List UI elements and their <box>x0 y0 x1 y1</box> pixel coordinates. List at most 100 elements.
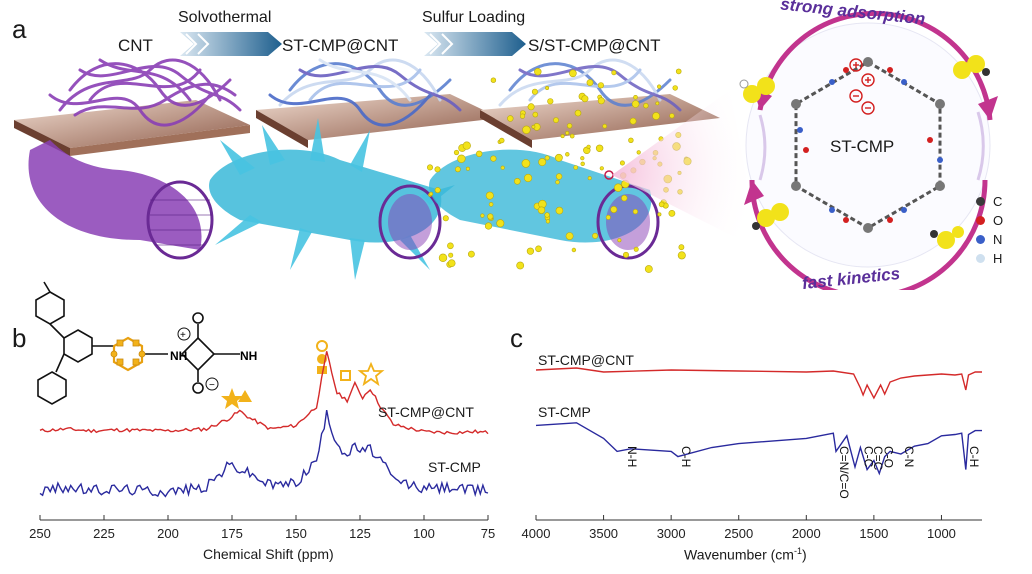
ftir-tick-label: 3000 <box>657 526 686 541</box>
sulfur-particle <box>534 67 542 76</box>
arrow-label-sulfur-loading: Sulfur Loading <box>422 9 526 26</box>
ftir-band-label: C-H <box>679 446 693 467</box>
ftir-tick-label: 2500 <box>724 526 753 541</box>
ftir-band-label: C=C <box>871 446 885 471</box>
sulfur-particle <box>448 252 454 258</box>
sulfur-particle <box>538 158 547 167</box>
ftir-tick-label: 4000 <box>522 526 551 541</box>
sulfur-particle <box>580 156 585 161</box>
stage-label-cnt: CNT <box>118 36 153 55</box>
nmr-tick-label: 75 <box>481 526 495 541</box>
sulfur-particle <box>621 194 628 202</box>
sulfur-particle <box>553 117 559 123</box>
stage-label-st-cmp-cnt: ST-CMP@CNT <box>282 36 399 55</box>
sulfur-particle <box>677 251 686 260</box>
sulfur-particle <box>611 70 617 76</box>
sulfur-particle <box>544 155 550 161</box>
sulfur-particle <box>531 88 538 95</box>
sulfur-particle <box>565 131 570 136</box>
sulfur-particle <box>537 206 546 214</box>
sulfur-particle <box>523 173 533 183</box>
sulfur-particle <box>669 113 675 119</box>
sulfur-particle <box>644 265 653 273</box>
sulfur-particle <box>628 137 634 144</box>
atom-legend-item-h: H <box>976 249 1020 268</box>
sulfur-particle <box>675 68 682 75</box>
cnt-illustration <box>14 58 250 260</box>
sulfur-particle <box>622 251 629 258</box>
ftir-band-label: C-H <box>967 446 981 467</box>
st-cmp-cnt-illustration <box>209 58 500 280</box>
sulfur-particle <box>586 79 594 86</box>
sulfur-particle <box>597 97 605 105</box>
atom-legend-label-c: C <box>993 194 1003 209</box>
sulfur-particle <box>592 232 599 239</box>
nmr-x-axis-title: Chemical Shift (ppm) <box>203 546 334 562</box>
sulfur-particle <box>488 202 494 207</box>
atom-legend-item-o: O <box>976 211 1020 230</box>
process-arrow-2 <box>424 32 526 56</box>
st-cmp-ring <box>739 10 998 290</box>
ftir-x-axis-title-sup: -1 <box>793 546 802 556</box>
nmr-tick-label: 175 <box>221 526 243 541</box>
sulfur-particle <box>500 165 505 170</box>
sulfur-particle <box>599 166 604 171</box>
stage-label-s-st-cmp-cnt: S/ST-CMP@CNT <box>528 36 661 55</box>
sulfur-particle <box>496 219 505 228</box>
ftir-tick-label: 3500 <box>589 526 618 541</box>
sulfur-particle <box>442 215 449 222</box>
nmr-tick-label: 100 <box>413 526 435 541</box>
zoom-cone <box>612 90 760 250</box>
sulfur-particle <box>636 150 641 155</box>
atom-legend: C O N H <box>976 192 1020 268</box>
sulfur-particle <box>602 123 608 129</box>
atom-swatch-o <box>976 216 985 225</box>
sulfur-particle <box>438 253 448 262</box>
s-st-cmp-cnt-illustration <box>426 58 720 273</box>
sulfur-particle <box>613 183 623 192</box>
sulfur-particle <box>632 209 639 215</box>
sulfur-particle <box>545 86 550 91</box>
sulfur-particle <box>457 154 466 164</box>
ftir-band-label: C-O <box>882 446 896 468</box>
ftir-series-line <box>535 367 982 400</box>
ftir-band-label: C-C <box>861 446 875 468</box>
arrow-label-solvothermal: Solvothermal <box>178 9 272 26</box>
sulfur-particle <box>571 247 577 253</box>
sulfur-particle <box>462 141 471 150</box>
panel-a-illustration <box>14 10 998 290</box>
ftir-band-label: N-H <box>625 446 639 467</box>
atom-legend-item-c: C <box>976 192 1020 211</box>
sulfur-particle <box>485 191 494 200</box>
ftir-tick-label: 1000 <box>927 526 956 541</box>
atom-legend-item-n: N <box>976 230 1020 249</box>
process-arrow-1 <box>180 32 282 56</box>
sulfur-particle <box>532 111 539 118</box>
sulfur-particle <box>484 222 493 230</box>
sulfur-particle <box>657 212 662 217</box>
sulfur-particle <box>521 159 531 168</box>
sulfur-particle <box>573 165 579 170</box>
atom-legend-label-h: H <box>993 251 1003 266</box>
panel-b-letter: b <box>12 323 27 353</box>
ring-center-label: ST-CMP <box>830 137 895 156</box>
sulfur-particle <box>619 160 625 166</box>
sulfur-particle <box>633 95 638 100</box>
sulfur-particle <box>499 137 505 144</box>
sulfur-particle <box>655 101 660 106</box>
sulfur-particle <box>519 113 526 119</box>
sulfur-particle <box>565 152 570 157</box>
nmr-chart: NH NH + − 250 225 200 175 150 125 100 75 <box>29 281 495 541</box>
atom-swatch-n <box>976 235 985 244</box>
ftir-tick-label: 2000 <box>792 526 821 541</box>
ftir-series-label-st-cmp: ST-CMP <box>538 404 591 420</box>
chemical-structure <box>35 281 240 405</box>
svg-text:NH: NH <box>240 349 257 363</box>
sulfur-particle <box>560 134 565 139</box>
sulfur-particle <box>581 95 589 103</box>
sulfur-particle <box>555 173 563 180</box>
sulfur-particle <box>507 115 514 122</box>
ftir-band-annotations: N-H C-H C=N/C=O C-CC=CC-O C-N C-H <box>625 446 981 499</box>
nmr-x-ticks: 250 225 200 175 150 125 100 75 <box>29 515 495 541</box>
sulfur-particle <box>565 232 574 240</box>
